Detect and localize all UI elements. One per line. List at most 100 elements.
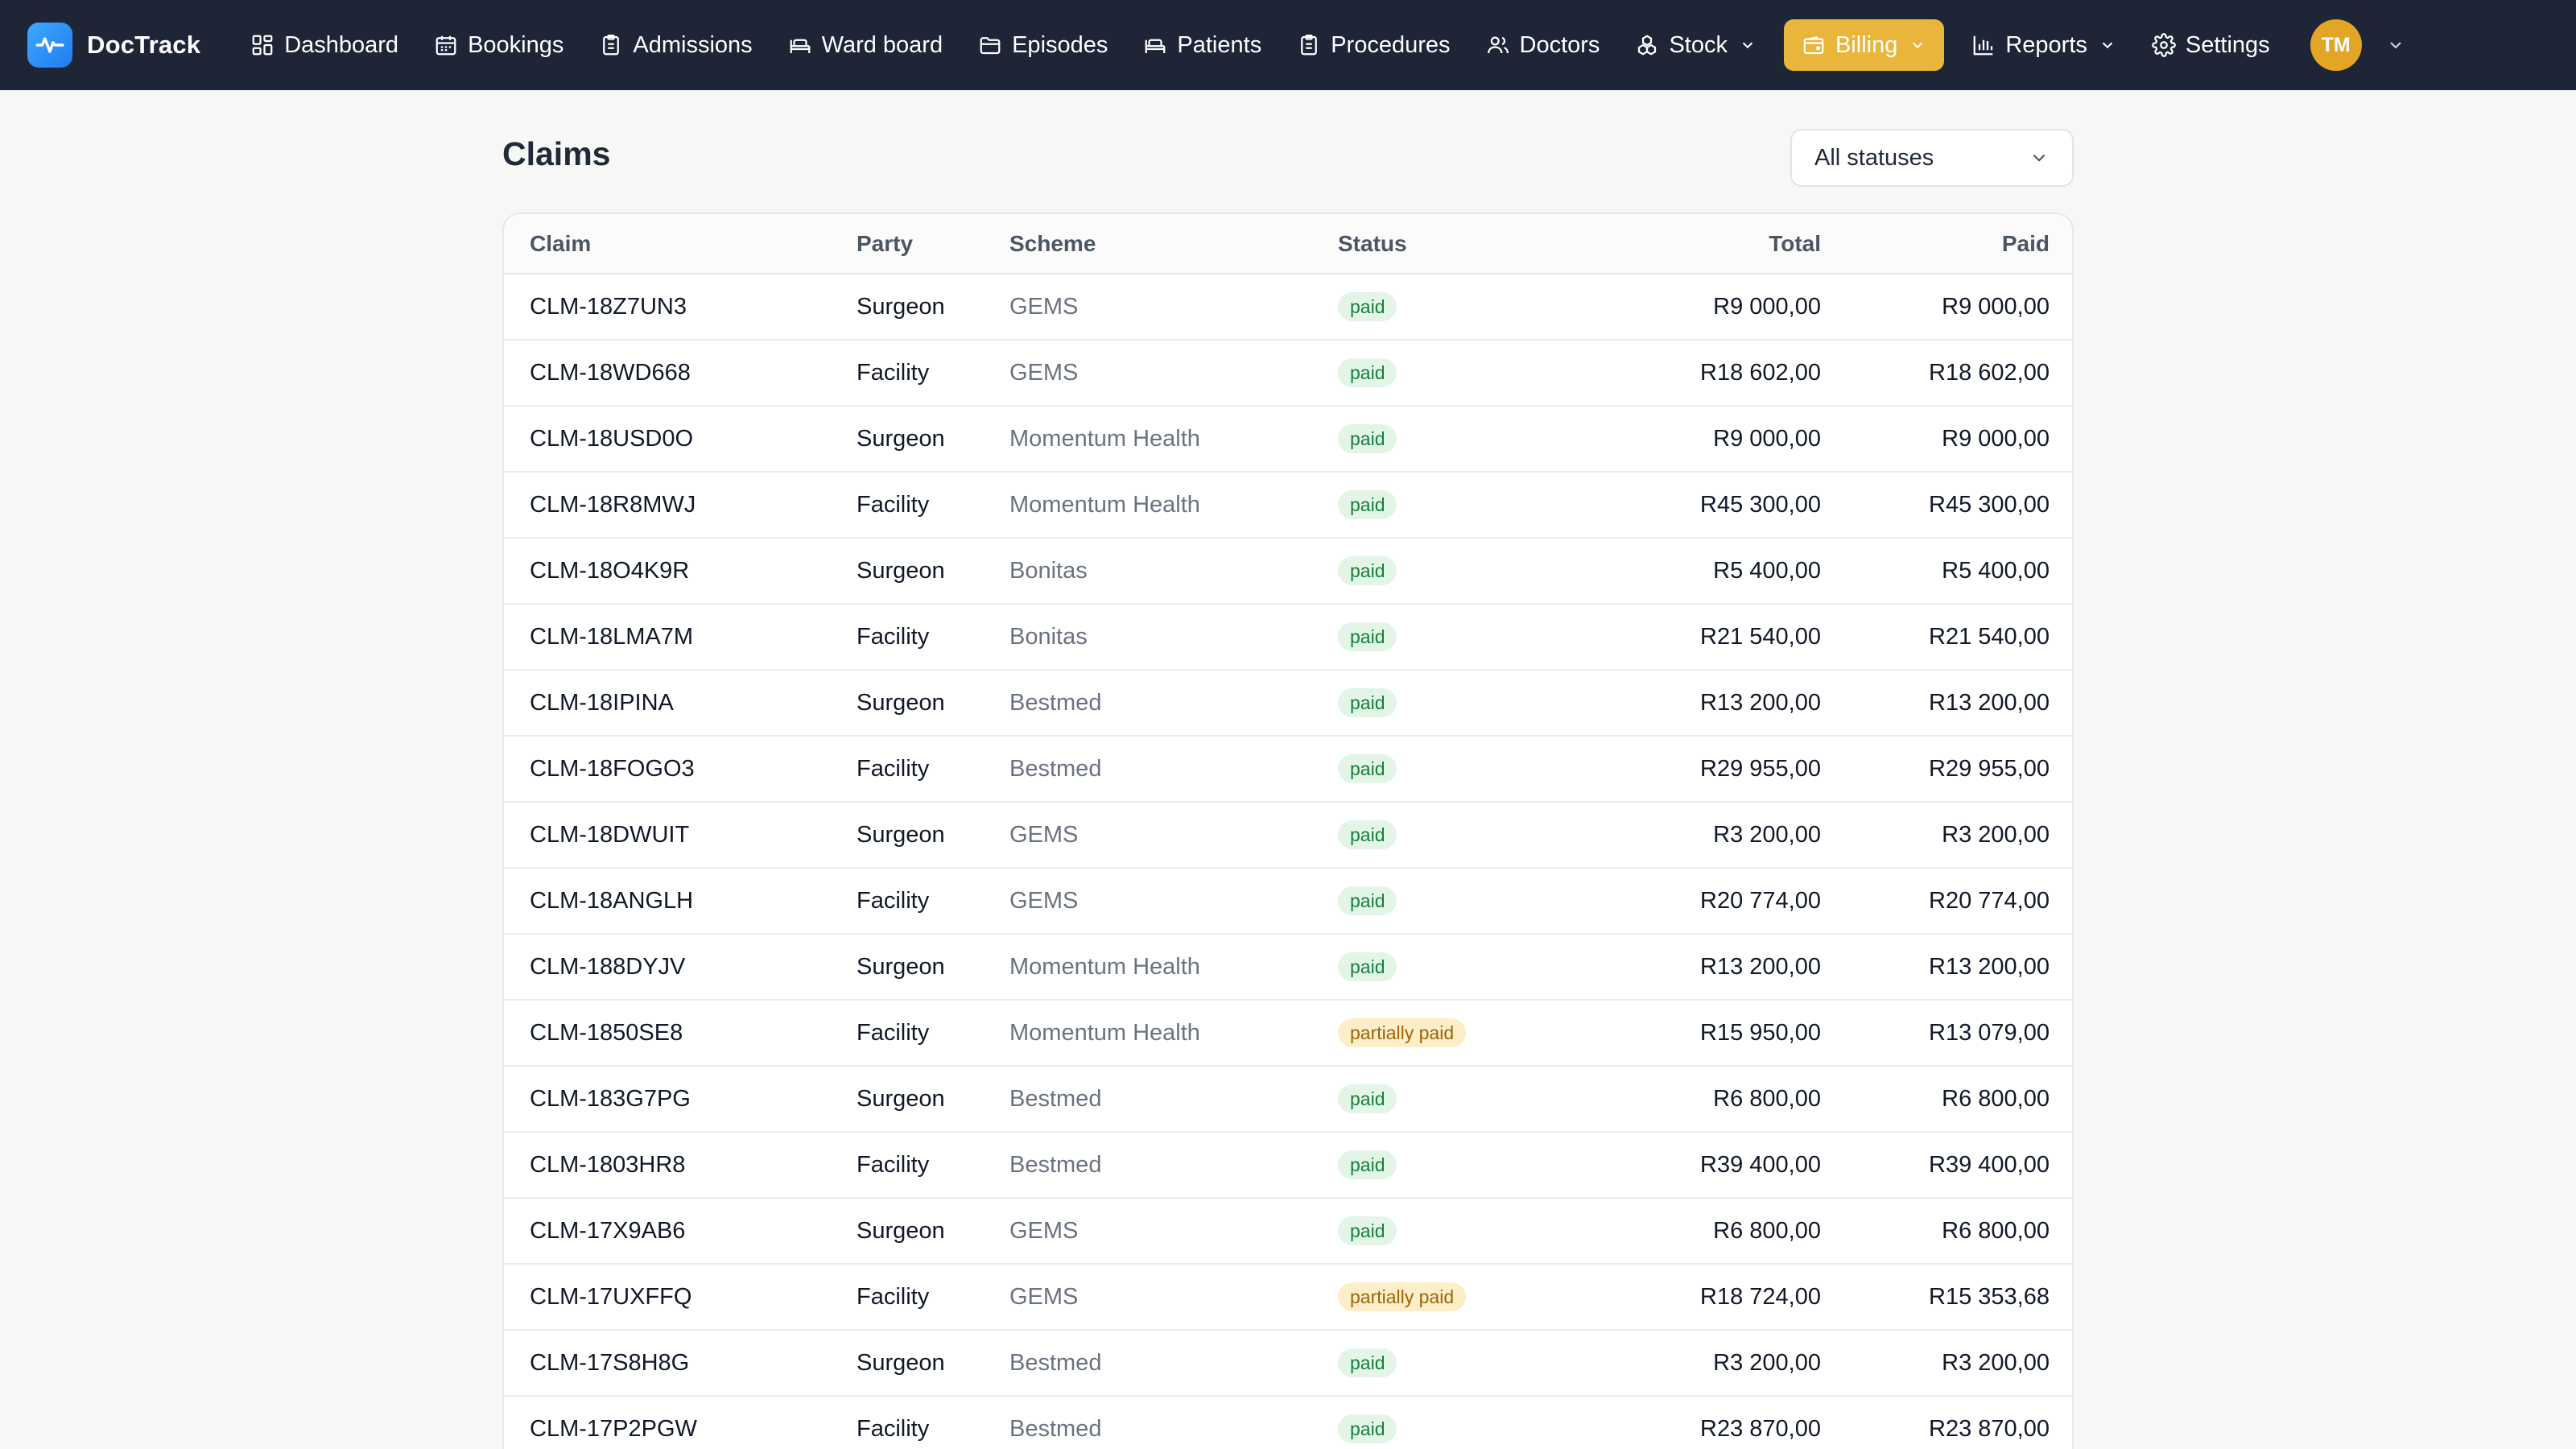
nav-item-label: Episodes (1012, 31, 1108, 58)
total-cell: R13 200,00 (1579, 670, 1821, 737)
claim-id-cell: CLM-17S8H8G (504, 1330, 857, 1397)
claim-id-cell: CLM-18R8MWJ (504, 472, 857, 539)
table-row[interactable]: CLM-18USD0O Surgeon Momentum Health paid R9 … (504, 406, 2072, 473)
nav-item-reports[interactable]: Reports (1954, 19, 2134, 71)
column-header-claim[interactable]: Claim (504, 214, 857, 275)
nav-item-dashboard[interactable]: Dashboard (233, 19, 416, 71)
folder-icon (980, 37, 1001, 55)
status-badge: paid (1338, 820, 1397, 849)
table-row[interactable]: CLM-183G7PG Surgeon Bestmed paid R6 800,00 R6… (504, 1066, 2072, 1133)
nav-item-doctors[interactable]: Doctors (1468, 19, 1618, 71)
nav-item-patients[interactable]: Patients (1125, 19, 1279, 71)
table-row[interactable]: CLM-17UXFFQ Facility GEMS partially paid R18… (504, 1264, 2072, 1331)
status-filter-select[interactable]: All statuses (1790, 129, 2074, 187)
table-row[interactable]: CLM-18Z7UN3 Surgeon GEMS paid R9 000,00 R9 00… (504, 274, 2072, 341)
nav-item-procedures[interactable]: Procedures (1279, 19, 1468, 71)
paid-cell: R45 300,00 (1821, 472, 2072, 539)
top-navigation-bar: DocTrack Dashboard Bookings Admissions W… (0, 0, 2576, 90)
scheme-cell: Bonitas (1009, 538, 1338, 605)
status-badge: paid (1338, 1348, 1397, 1377)
nav-item-bookings[interactable]: Bookings (416, 19, 581, 71)
claims-table: Claim Party Scheme Status Total Paid CLM… (504, 214, 2072, 1449)
status-cell: partially paid (1338, 1000, 1579, 1067)
status-cell: paid (1338, 802, 1579, 869)
party-cell: Surgeon (857, 1066, 1009, 1133)
status-badge: partially paid (1338, 1018, 1467, 1047)
nav-item-stock[interactable]: Stock (1617, 19, 1774, 71)
brand-name: DocTrack (87, 31, 201, 59)
nav-item-label: Reports (2005, 31, 2087, 58)
paid-cell: R13 079,00 (1821, 1000, 2072, 1067)
table-row[interactable]: CLM-1803HR8 Facility Bestmed paid R39 400,00… (504, 1132, 2072, 1199)
total-cell: R6 800,00 (1579, 1066, 1821, 1133)
total-cell: R6 800,00 (1579, 1198, 1821, 1265)
nav-item-billing[interactable]: Billing (1783, 19, 1945, 71)
paid-cell: R9 000,00 (1821, 406, 2072, 473)
status-badge: paid (1338, 754, 1397, 783)
status-badge: paid (1338, 952, 1397, 981)
party-cell: Facility (857, 1396, 1009, 1449)
scheme-cell: Bestmed (1009, 736, 1338, 803)
total-cell: R18 602,00 (1579, 340, 1821, 407)
table-row[interactable]: CLM-18DWUIT Surgeon GEMS paid R3 200,00 R3 20… (504, 802, 2072, 869)
table-row[interactable]: CLM-18ANGLH Facility GEMS paid R20 774,00 R20… (504, 868, 2072, 935)
table-row[interactable]: CLM-18R8MWJ Facility Momentum Health paid R4… (504, 472, 2072, 539)
table-row[interactable]: CLM-1850SE8 Facility Momentum Health partia… (504, 1000, 2072, 1067)
party-cell: Facility (857, 340, 1009, 407)
total-cell: R3 200,00 (1579, 802, 1821, 869)
table-row[interactable]: CLM-17P2PGW Facility Bestmed paid R23 870,00… (504, 1396, 2072, 1449)
column-header-party[interactable]: Party (857, 214, 1009, 275)
total-cell: R9 000,00 (1579, 274, 1821, 341)
table-row[interactable]: CLM-18FOGO3 Facility Bestmed paid R29 955,00… (504, 736, 2072, 803)
boxes-icon (1638, 35, 1657, 56)
column-header-paid[interactable]: Paid (1821, 214, 2072, 275)
scheme-cell: GEMS (1009, 802, 1338, 869)
status-cell: paid (1338, 274, 1579, 341)
status-cell: paid (1338, 472, 1579, 539)
nav-item-settings[interactable]: Settings (2134, 19, 2288, 71)
user-menu[interactable]: TM (2310, 19, 2405, 71)
avatar[interactable]: TM (2310, 19, 2362, 71)
paid-cell: R5 400,00 (1821, 538, 2072, 605)
column-header-total[interactable]: Total (1579, 214, 1821, 275)
party-cell: Facility (857, 604, 1009, 671)
nav-item-label: Stock (1669, 31, 1728, 58)
status-badge: paid (1338, 886, 1397, 915)
paid-cell: R3 200,00 (1821, 1330, 2072, 1397)
status-badge: paid (1338, 1414, 1397, 1443)
status-badge: paid (1338, 1216, 1397, 1245)
table-row[interactable]: CLM-188DYJV Surgeon Momentum Health paid R13… (504, 934, 2072, 1001)
table-row[interactable]: CLM-18IPINA Surgeon Bestmed paid R13 200,00 R… (504, 670, 2072, 737)
table-row[interactable]: CLM-18WD668 Facility GEMS paid R18 602,00 R18… (504, 340, 2072, 407)
table-row[interactable]: CLM-17X9AB6 Surgeon GEMS paid R6 800,00 R6 80… (504, 1198, 2072, 1265)
table-row[interactable]: CLM-18O4K9R Surgeon Bonitas paid R5 400,00 R5… (504, 538, 2072, 605)
status-badge: paid (1338, 490, 1397, 519)
party-cell: Surgeon (857, 406, 1009, 473)
brand[interactable]: DocTrack (27, 23, 200, 68)
paid-cell: R3 200,00 (1821, 802, 2072, 869)
party-cell: Surgeon (857, 802, 1009, 869)
table-row[interactable]: CLM-17S8H8G Surgeon Bestmed paid R3 200,00 R3… (504, 1330, 2072, 1397)
chevron-down-icon (2389, 42, 2401, 49)
table-row[interactable]: CLM-18LMA7M Facility Bonitas paid R21 540,00… (504, 604, 2072, 671)
scheme-cell: Bestmed (1009, 1132, 1338, 1199)
nav-item-episodes[interactable]: Episodes (960, 19, 1125, 71)
status-badge: paid (1338, 292, 1397, 321)
nav-item-ward-board[interactable]: Ward board (770, 19, 960, 71)
nav-item-label: Billing (1835, 31, 1898, 58)
party-cell: Surgeon (857, 670, 1009, 737)
scheme-cell: Bestmed (1009, 1066, 1338, 1133)
nav-item-admissions[interactable]: Admissions (581, 19, 770, 71)
chevron-down-icon (1742, 42, 1753, 49)
party-cell: Facility (857, 472, 1009, 539)
status-cell: paid (1338, 1132, 1579, 1199)
status-cell: paid (1338, 1396, 1579, 1449)
paid-cell: R29 955,00 (1821, 736, 2072, 803)
total-cell: R21 540,00 (1579, 604, 1821, 671)
status-badge: paid (1338, 424, 1397, 453)
column-header-status[interactable]: Status (1338, 214, 1579, 275)
nav-item-label: Doctors (1519, 31, 1600, 58)
claim-id-cell: CLM-18FOGO3 (504, 736, 857, 803)
column-header-scheme[interactable]: Scheme (1009, 214, 1338, 275)
scheme-cell: Momentum Health (1009, 472, 1338, 539)
